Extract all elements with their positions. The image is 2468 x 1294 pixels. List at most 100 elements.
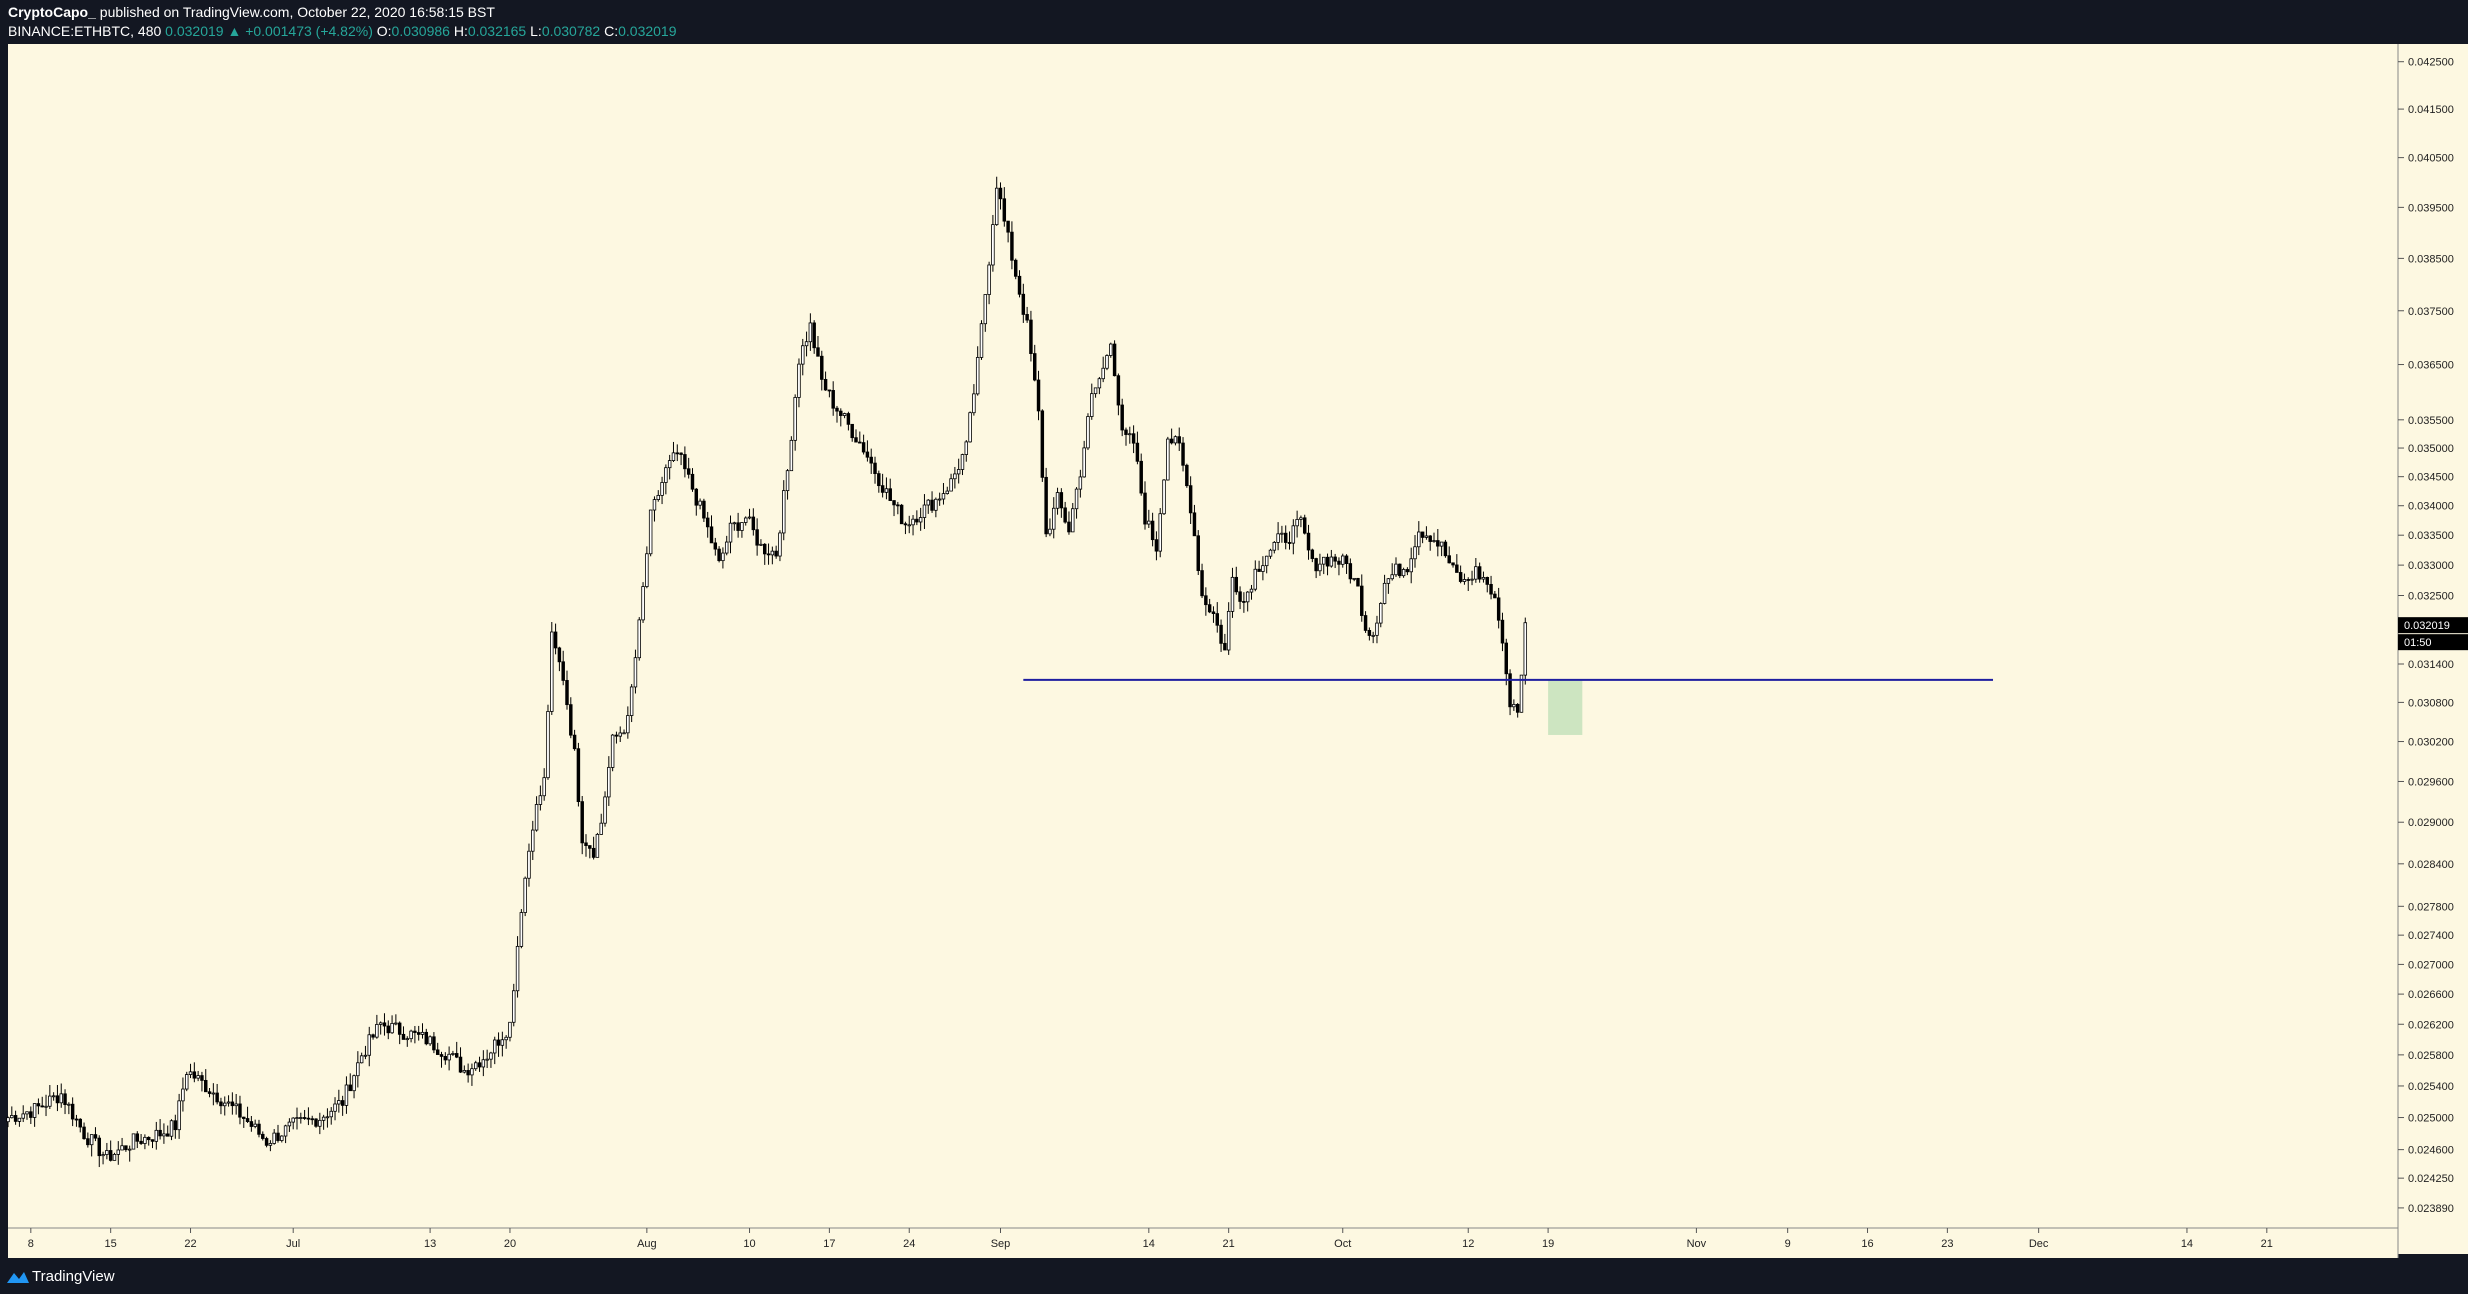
candle-body bbox=[1074, 488, 1079, 510]
last-price: 0.032019 bbox=[165, 23, 224, 39]
candle-body bbox=[276, 1132, 280, 1141]
candle-body bbox=[1295, 519, 1299, 527]
y-tick-label: 0.033000 bbox=[2408, 560, 2454, 572]
candle-body bbox=[839, 410, 843, 416]
candle-body bbox=[1436, 540, 1440, 547]
candle-body bbox=[1013, 259, 1018, 277]
candle-body bbox=[534, 804, 539, 831]
y-tick-label: 0.023890 bbox=[2408, 1203, 2454, 1215]
candle-body bbox=[135, 1133, 140, 1142]
candle-body bbox=[329, 1110, 333, 1118]
candle-body bbox=[576, 748, 581, 803]
candle-body bbox=[1078, 476, 1083, 490]
candle-body bbox=[485, 1058, 489, 1061]
candle-body bbox=[249, 1121, 254, 1127]
y-tick-label: 0.040500 bbox=[2408, 153, 2454, 165]
candle-body bbox=[337, 1100, 341, 1105]
candle-body bbox=[1211, 611, 1216, 615]
current-price-label: 0.032019 bbox=[2404, 620, 2450, 632]
y-tick-label: 0.025800 bbox=[2408, 1050, 2454, 1062]
x-tick-label: 10 bbox=[743, 1238, 755, 1250]
candle-body bbox=[375, 1024, 379, 1038]
candle-body bbox=[561, 661, 565, 681]
candle-body bbox=[1223, 642, 1227, 651]
candle-body bbox=[1386, 578, 1391, 584]
candle-body bbox=[299, 1117, 303, 1119]
candle-body bbox=[13, 1115, 18, 1122]
candle-body bbox=[937, 498, 942, 501]
candle-body bbox=[74, 1118, 79, 1121]
candle-body bbox=[622, 732, 626, 735]
candle-body bbox=[1363, 615, 1368, 631]
symbol-label[interactable]: BINANCE:ETHBTC, 480 bbox=[8, 23, 162, 39]
candle-body bbox=[705, 517, 710, 528]
candle-body bbox=[1097, 378, 1102, 389]
x-tick-label: Oct bbox=[1334, 1238, 1351, 1250]
candle-body bbox=[1124, 429, 1128, 435]
candle-body bbox=[1272, 542, 1277, 551]
symbol-line: BINANCE:ETHBTC, 480 0.032019 ▲ +0.001473… bbox=[8, 22, 677, 40]
candle-body bbox=[896, 504, 900, 507]
open-label: O: bbox=[376, 23, 392, 39]
current-price-tag bbox=[2398, 617, 2468, 634]
candle-body bbox=[683, 454, 687, 470]
candle-body bbox=[200, 1075, 204, 1081]
footer-brand[interactable]: TradingView bbox=[32, 1268, 115, 1285]
candle-body bbox=[1249, 588, 1254, 593]
candle-body bbox=[48, 1095, 52, 1107]
author-name[interactable]: CryptoCapo_ bbox=[8, 4, 96, 20]
candle-body bbox=[428, 1036, 432, 1045]
candle-body bbox=[1299, 517, 1303, 520]
candle-body bbox=[660, 482, 664, 496]
y-tick-label: 0.026600 bbox=[2408, 989, 2454, 1001]
y-tick-label: 0.027400 bbox=[2408, 930, 2454, 942]
x-tick-label: 19 bbox=[1542, 1238, 1554, 1250]
candle-body bbox=[565, 680, 569, 706]
candle-body bbox=[131, 1133, 136, 1150]
candle-body bbox=[1082, 447, 1086, 478]
candle-body bbox=[390, 1022, 394, 1034]
candle-body bbox=[477, 1062, 482, 1068]
candle-body bbox=[67, 1103, 71, 1106]
candle-body bbox=[367, 1034, 371, 1056]
candle-body bbox=[1044, 476, 1048, 535]
candle-body bbox=[877, 473, 881, 487]
candle-body bbox=[972, 393, 976, 414]
candle-body bbox=[816, 347, 820, 357]
candle-body bbox=[645, 553, 649, 587]
candle-body bbox=[998, 187, 1003, 200]
close-label: C: bbox=[604, 23, 619, 39]
candle-body bbox=[1496, 597, 1501, 621]
candle-body bbox=[451, 1053, 455, 1055]
candle-body bbox=[1143, 492, 1147, 525]
candle-body bbox=[348, 1084, 352, 1092]
candle-body bbox=[557, 647, 562, 663]
candle-body bbox=[827, 389, 832, 392]
y-tick-label: 0.025000 bbox=[2408, 1113, 2454, 1125]
candle-body bbox=[755, 529, 759, 546]
candle-body bbox=[333, 1103, 337, 1112]
candle-body bbox=[356, 1062, 360, 1077]
candle-body bbox=[858, 441, 862, 444]
candle-body bbox=[234, 1103, 238, 1107]
close-value: 0.032019 bbox=[618, 23, 677, 39]
candle-body bbox=[854, 437, 858, 443]
candle-body bbox=[1318, 563, 1322, 572]
candle-body bbox=[956, 469, 961, 475]
candle-body bbox=[679, 452, 683, 455]
candle-body bbox=[1489, 583, 1493, 595]
tradingview-logo-icon[interactable] bbox=[6, 1269, 30, 1285]
candle-body bbox=[732, 522, 737, 525]
candle-body bbox=[1147, 520, 1151, 525]
candle-body bbox=[637, 619, 641, 659]
candle-body bbox=[763, 543, 767, 555]
candle-body bbox=[443, 1056, 448, 1061]
highlight-box[interactable] bbox=[1548, 679, 1583, 735]
candle-body bbox=[1204, 595, 1208, 606]
candle-body bbox=[975, 357, 980, 395]
candle-body bbox=[618, 732, 622, 737]
candle-body bbox=[1257, 568, 1261, 572]
candle-body bbox=[63, 1093, 67, 1105]
